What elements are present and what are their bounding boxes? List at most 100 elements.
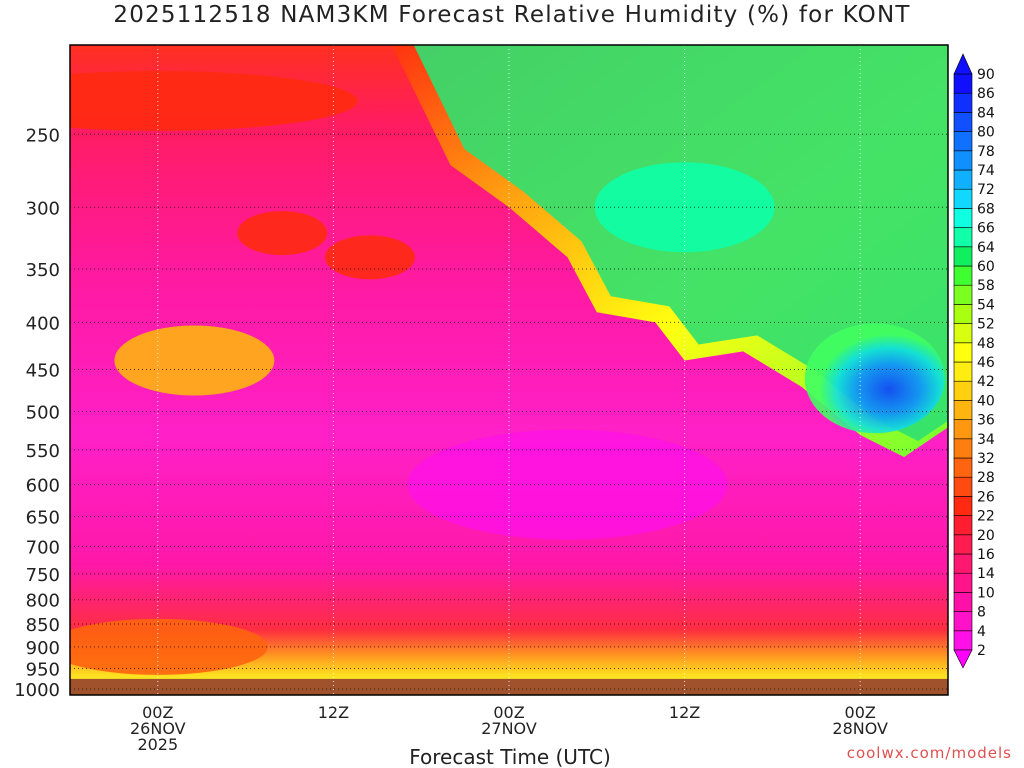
colorbar-label: 4 [977, 624, 986, 640]
colorbar-swatch [953, 515, 973, 536]
colorbar-swatch [953, 630, 973, 651]
y-tick-label: 800 [26, 591, 60, 612]
colorbar-label: 58 [977, 278, 995, 294]
colorbar-label: 64 [977, 240, 995, 256]
colorbar-swatch [953, 476, 973, 497]
x-tick-label: 27NOV [481, 719, 537, 738]
dry-band-upper-left [70, 70, 358, 131]
moist-core-high [804, 323, 945, 434]
x-tick-label: 26NOV [130, 719, 186, 738]
moist-pocket-345mb [324, 235, 415, 280]
y-tick-label: 850 [26, 615, 60, 636]
colorbar-swatch [953, 496, 973, 516]
colorbar-swatch [953, 323, 973, 344]
colorbar-swatch [953, 438, 973, 459]
colorbar-swatch [953, 131, 973, 152]
moist-pocket-450mb [114, 325, 275, 396]
x-tick-label: 00Z [845, 703, 876, 722]
y-tick-label: 450 [26, 361, 60, 382]
colorbar-swatch [953, 265, 973, 286]
colorbar-swatch [953, 208, 973, 228]
colorbar-label: 42 [977, 374, 995, 390]
colorbar-label: 68 [977, 201, 995, 217]
colorbar-swatch [953, 246, 973, 267]
x-tick-label: 12Z [318, 703, 349, 722]
colorbar-swatch [953, 592, 973, 612]
colorbar-label: 52 [977, 317, 995, 333]
colorbar-swatch [953, 457, 973, 478]
colorbar: 2481014162022262832343640424648525458606… [953, 53, 995, 669]
colorbar-label: 22 [977, 509, 995, 525]
x-axis-label: Forecast Time (UTC) [409, 745, 611, 768]
x-tick-label: 28NOV [832, 719, 888, 738]
colorbar-swatch [953, 188, 973, 209]
moist-low-levels [70, 618, 268, 675]
x-tick-label: 00Z [493, 703, 524, 722]
colorbar-swatch [953, 400, 973, 420]
colorbar-label: 20 [977, 528, 995, 544]
y-tick-label: 900 [26, 638, 60, 659]
colorbar-label: 32 [977, 451, 995, 467]
colorbar-swatch [953, 169, 973, 190]
colorbar-swatch [953, 419, 973, 440]
y-tick-label: 750 [26, 565, 60, 586]
grid-lines [70, 45, 948, 695]
colorbar-swatch [953, 227, 973, 248]
colorbar-swatch [953, 342, 973, 363]
y-tick-label: 1000 [14, 680, 60, 701]
y-tick-label: 950 [26, 660, 60, 681]
below-ground [70, 678, 948, 695]
chart-title: 2025112518 NAM3KM Forecast Relative Humi… [113, 2, 911, 28]
moist-pocket-320mb [237, 211, 328, 256]
colorbar-label: 84 [977, 105, 995, 121]
colorbar-label: 8 [977, 605, 986, 621]
colorbar-label: 80 [977, 125, 995, 141]
colorbar-max-arrow [953, 53, 973, 75]
colorbar-swatch [953, 150, 973, 171]
colorbar-label: 90 [977, 67, 995, 83]
colorbar-label: 16 [977, 547, 995, 563]
colorbar-label: 54 [977, 297, 995, 313]
y-tick-label: 400 [26, 313, 60, 334]
colorbar-swatch [953, 73, 973, 94]
colorbar-swatch [953, 92, 973, 113]
y-tick-label: 300 [26, 198, 60, 219]
colorbar-label: 46 [977, 355, 995, 371]
colorbar-label: 14 [977, 566, 995, 582]
y-tick-label: 500 [26, 403, 60, 424]
colorbar-min-arrow [953, 649, 973, 669]
colorbar-swatch [953, 611, 973, 632]
source-credit: coolwx.com/models [846, 744, 1012, 762]
colorbar-swatch [953, 284, 973, 305]
colorbar-label: 2 [977, 643, 986, 659]
colorbar-label: 74 [977, 163, 995, 179]
colorbar-label: 28 [977, 470, 995, 486]
x-tick-label: 12Z [669, 703, 700, 722]
moist-plume-upper [594, 162, 775, 253]
colorbar-swatch [953, 534, 973, 555]
colorbar-swatch [953, 553, 973, 574]
axes: 2503003504004505005506006507007508008509… [14, 44, 949, 768]
colorbar-swatch [953, 361, 973, 382]
y-tick-label: 350 [26, 260, 60, 281]
humidity-field [70, 45, 948, 695]
colorbar-swatch [953, 112, 973, 132]
colorbar-label: 78 [977, 144, 995, 160]
x-tick-label: 00Z [142, 703, 173, 722]
y-tick-label: 250 [26, 125, 60, 146]
y-tick-label: 700 [26, 537, 60, 558]
very-dry-midlevels [407, 429, 728, 540]
colorbar-label: 40 [977, 393, 995, 409]
colorbar-label: 10 [977, 585, 995, 601]
colorbar-swatch [953, 380, 973, 401]
y-tick-label: 550 [26, 441, 60, 462]
colorbar-swatch [953, 572, 973, 593]
colorbar-label: 72 [977, 182, 995, 198]
y-tick-label: 600 [26, 476, 60, 497]
colorbar-swatch [953, 304, 973, 324]
x-tick-label: 2025 [137, 735, 178, 754]
colorbar-label: 66 [977, 221, 995, 237]
colorbar-label: 34 [977, 432, 995, 448]
colorbar-label: 26 [977, 489, 995, 505]
